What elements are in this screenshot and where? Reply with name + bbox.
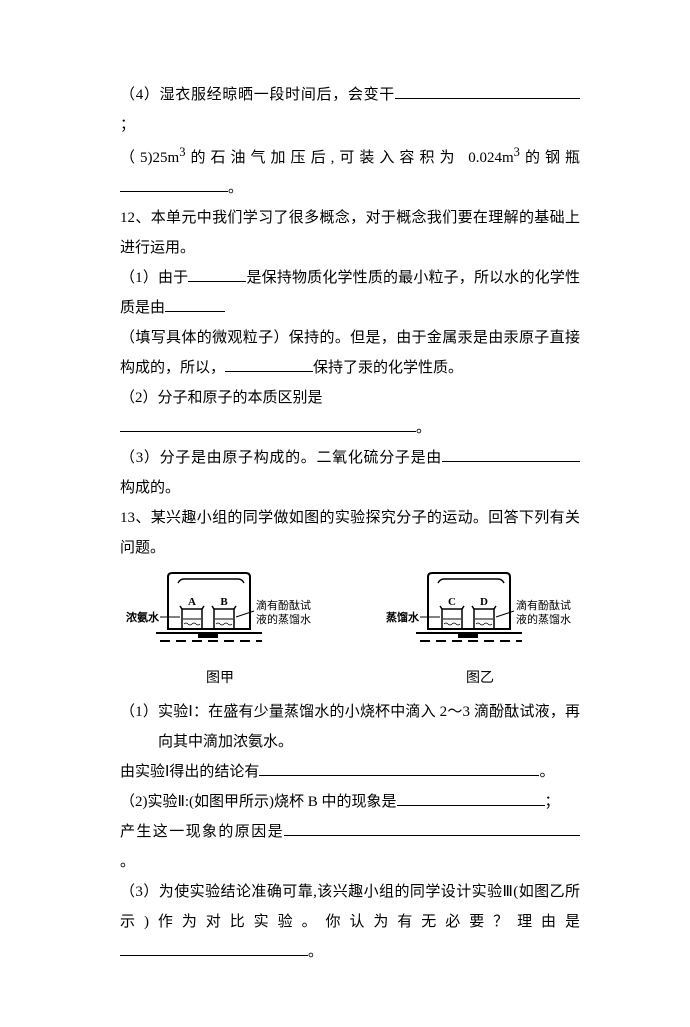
q13-3a: （3）为使实验结论准确可靠,该兴趣小组的同学设计实验Ⅲ(如图乙所示)作为对比实验… (120, 884, 580, 930)
blank[interactable] (188, 266, 246, 282)
q13-1end: 。 (539, 764, 554, 780)
q13-1: （1）实验Ⅰ：在盛有少量蒸馏水的小烧杯中滴入 2～3 滴酚酞试液，再向其中滴加浓… (120, 697, 580, 757)
q11-5: （5)25m3的石油气加压后,可装入容积为 0.024m3的钢瓶。 (120, 140, 580, 203)
blank[interactable] (120, 940, 308, 956)
blank[interactable] (225, 356, 313, 372)
fig1-right2: 液的蒸馏水 (256, 612, 311, 626)
fig1-left-label: 浓氨水 (126, 610, 160, 624)
blank[interactable] (259, 760, 539, 776)
blank[interactable] (120, 176, 228, 192)
q12-2: （2）分子和原子的本质区别是 (120, 383, 580, 413)
figure-jia: A B 浓氨水 滴有酚酞试 液的蒸馏水 (120, 569, 320, 661)
svg-text:B: B (220, 596, 228, 608)
q12-1-line2: （填写具体的微观粒子）保持的。但是，由于金属汞是由汞原子直接构成的，所以，保持了… (120, 323, 580, 383)
q13-2b: 产生这一现象的原因是 (120, 824, 284, 840)
svg-text:D: D (480, 596, 488, 608)
q13-head: 13、某兴趣小组的同学做如图的实验探究分子的运动。回答下列有关问题。 (120, 503, 580, 563)
fig2-right2: 液的蒸馏水 (516, 612, 571, 626)
svg-text:A: A (188, 596, 196, 608)
blank[interactable] (165, 296, 225, 312)
q12-head: 12、本单元中我们学习了很多概念，对于概念我们要在理解的基础上进行运用。 (120, 203, 580, 263)
q12-1-line1: （1）由于是保持物质化学性质的最小粒子，所以水的化学性质是由 (120, 263, 580, 323)
q12-1a: （1）由于 (120, 270, 188, 286)
blank[interactable] (442, 446, 580, 462)
q11-5-end: 。 (228, 180, 243, 196)
q12-2-blank: 。 (120, 413, 580, 443)
caption-yi: 图乙 (380, 665, 580, 693)
q13-2-line2: 产生这一现象的原因是。 (120, 817, 580, 877)
fig1-right1: 滴有酚酞试 (256, 598, 311, 612)
q13-2-line1: （2)实验Ⅱ:(如图甲所示)烧杯 B 中的现象是； (120, 787, 580, 817)
blank[interactable] (120, 416, 416, 432)
q13-1-conclusion: 由实验Ⅰ得出的结论有 。 (120, 757, 580, 787)
q13-3: （3）为使实验结论准确可靠,该兴趣小组的同学设计实验Ⅲ(如图乙所示)作为对比实验… (120, 877, 580, 967)
fig2-right1: 滴有酚酞试 (516, 598, 571, 612)
fig2-left-label: 蒸馏水 (386, 610, 420, 624)
blank[interactable] (284, 820, 580, 836)
svg-text:C: C (448, 596, 456, 608)
q12-1d: 保持了汞的化学性质。 (313, 360, 463, 376)
figure-yi: C D 蒸馏水 滴有酚酞试 液的蒸馏水 (380, 569, 580, 661)
q12-3: （3）分子是由原子构成的。二氧化硫分子是由构成的。 (120, 443, 580, 503)
q11-4-end: ； (120, 117, 135, 133)
q11-5a: （5)25m (120, 150, 179, 166)
caption-row: 图甲 图乙 (120, 665, 580, 693)
q13-1b: 由实验Ⅰ得出的结论有 (120, 764, 259, 780)
q11-5b: 的石油气加压后,可装入容积为 0.024m (185, 150, 513, 166)
q12-3b: 构成的。 (120, 480, 180, 496)
q13-3end: 。 (308, 944, 323, 960)
q12-2-end: 。 (416, 420, 431, 436)
worksheet-page: （4）湿衣服经晾晒一段时间后，会变干； （5)25m3的石油气加压后,可装入容积… (0, 0, 690, 1027)
q12-3a: （3）分子是由原子构成的。二氧化硫分子是由 (120, 450, 442, 466)
q11-4: （4）湿衣服经晾晒一段时间后，会变干 ； (120, 80, 580, 140)
figure-row: A B 浓氨水 滴有酚酞试 液的蒸馏水 (120, 569, 580, 661)
q13-2end: 。 (120, 854, 135, 870)
q11-5c: 的钢瓶 (520, 150, 580, 166)
caption-jia: 图甲 (120, 665, 320, 693)
blank[interactable] (395, 83, 580, 99)
blank[interactable] (397, 790, 545, 806)
q11-4-text: （4）湿衣服经晾晒一段时间后，会变干 (120, 87, 395, 103)
q13-2a: （2)实验Ⅱ:(如图甲所示)烧杯 B 中的现象是 (120, 794, 397, 810)
